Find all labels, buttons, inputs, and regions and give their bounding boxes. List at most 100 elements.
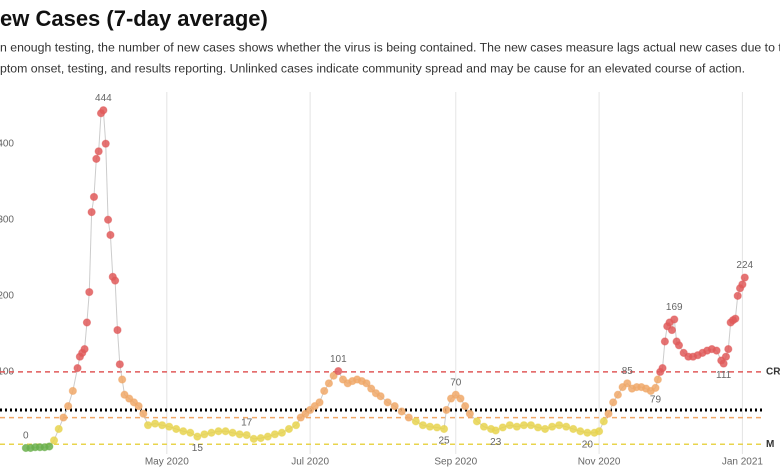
point — [165, 422, 174, 431]
point — [315, 398, 324, 407]
annotation: 0 — [23, 431, 29, 442]
x-tick-label: Jul 2020 — [291, 457, 329, 468]
point — [150, 419, 160, 428]
y-tick-label: 300 — [0, 214, 14, 225]
x-tick-label: Nov 2020 — [578, 457, 621, 468]
point — [498, 423, 507, 432]
point — [432, 423, 442, 432]
annotation: 169 — [666, 302, 683, 313]
point — [158, 421, 167, 430]
point — [740, 273, 749, 282]
point — [334, 367, 343, 376]
point — [519, 421, 529, 430]
point — [733, 291, 742, 300]
point — [425, 422, 435, 431]
chart-subtitle: n enough testing, the number of new case… — [0, 40, 780, 54]
point — [101, 139, 110, 148]
point — [68, 386, 77, 396]
point — [85, 287, 94, 297]
point — [362, 379, 371, 388]
point — [45, 442, 54, 451]
point — [106, 230, 115, 240]
annotation: 25 — [438, 436, 450, 447]
point — [439, 424, 449, 434]
annotation: 15 — [192, 443, 204, 454]
point — [242, 430, 251, 440]
point — [609, 398, 618, 407]
point — [179, 427, 188, 436]
annotation: 23 — [490, 437, 502, 448]
point — [235, 430, 244, 439]
point — [674, 341, 684, 350]
annotation: 111 — [716, 370, 732, 381]
chart-subtitle: ptom onset, testing, and results reporti… — [0, 61, 745, 75]
point — [418, 421, 427, 430]
annotation: 444 — [95, 93, 112, 104]
point — [569, 424, 578, 434]
y-tick-label: 400 — [0, 138, 14, 149]
point — [653, 375, 662, 384]
point — [103, 215, 113, 224]
point — [555, 421, 564, 430]
x-tick-label: May 2020 — [145, 457, 189, 468]
annotation: 17 — [241, 418, 253, 429]
point — [284, 424, 294, 434]
point — [442, 405, 451, 415]
point — [465, 409, 474, 418]
point — [721, 352, 731, 361]
point — [214, 427, 223, 436]
point — [92, 154, 101, 164]
point — [383, 398, 392, 407]
reference-label: M — [766, 439, 774, 450]
annotation: 224 — [736, 260, 753, 271]
point — [324, 379, 334, 388]
point — [115, 360, 124, 369]
point — [89, 192, 99, 202]
annotation: 101 — [330, 354, 347, 365]
point — [505, 421, 514, 430]
point — [80, 344, 89, 354]
chart-title: ew Cases (7-day average) — [0, 6, 268, 31]
point — [479, 422, 489, 431]
point — [270, 430, 279, 439]
point — [376, 392, 385, 401]
point — [94, 147, 103, 156]
point — [724, 344, 733, 354]
point — [491, 426, 500, 435]
point — [320, 386, 329, 396]
point — [134, 402, 143, 411]
point — [738, 280, 747, 289]
y-tick-label: 200 — [0, 290, 14, 301]
point — [604, 409, 613, 418]
point — [193, 432, 202, 441]
point — [599, 417, 608, 426]
trend-line — [25, 108, 746, 449]
point — [562, 422, 571, 431]
point — [263, 432, 272, 441]
point — [186, 428, 195, 437]
point — [113, 325, 122, 335]
point — [472, 417, 482, 426]
point — [512, 422, 521, 431]
point — [82, 318, 92, 327]
annotation: 85 — [622, 366, 634, 377]
point — [397, 407, 406, 416]
point — [651, 383, 660, 392]
point — [118, 375, 127, 384]
point — [99, 106, 108, 115]
point — [719, 359, 728, 368]
point — [658, 364, 667, 373]
point — [576, 427, 585, 436]
point — [623, 379, 632, 388]
point — [456, 394, 465, 403]
point — [87, 208, 96, 217]
point — [172, 424, 181, 434]
point — [731, 314, 740, 323]
annotation: 70 — [450, 377, 462, 388]
point — [404, 413, 413, 422]
y-tick-label: 100 — [0, 367, 14, 378]
point — [54, 424, 63, 434]
point — [59, 413, 68, 422]
annotation: 20 — [582, 439, 594, 450]
